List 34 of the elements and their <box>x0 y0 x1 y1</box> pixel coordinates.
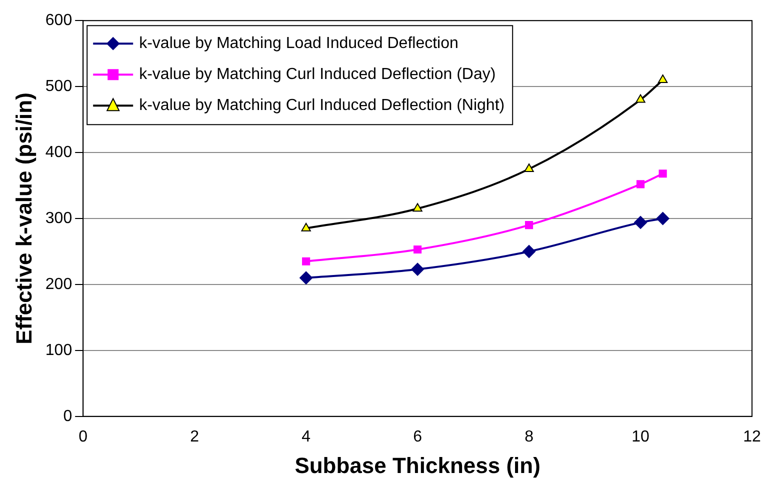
legend-label: k-value by Matching Curl Induced Deflection (Night) <box>139 97 505 114</box>
point <box>522 244 536 258</box>
y-tick-label: 600 <box>45 12 72 30</box>
x-axis-title: Subbase Thickness (in) <box>294 452 540 478</box>
y-tick-label: 300 <box>45 210 72 227</box>
y-tick-label: 500 <box>45 78 72 95</box>
y-tick-label: 400 <box>45 144 72 161</box>
point <box>524 221 534 230</box>
point <box>412 203 422 212</box>
x-tick-label: 4 <box>302 428 311 446</box>
point <box>300 271 313 284</box>
y-tick-label: 200 <box>45 276 72 293</box>
point <box>301 222 311 232</box>
point <box>524 164 534 172</box>
point <box>636 180 645 188</box>
x-tick-label: 0 <box>78 428 88 446</box>
legend-label: k-value by Matching Load Induced Deflection <box>139 35 458 52</box>
point <box>656 212 670 225</box>
y-tick-label: 0 <box>63 408 72 425</box>
point <box>634 216 648 229</box>
x-tick-label: 12 <box>743 428 761 446</box>
x-tick-label: 2 <box>190 428 200 446</box>
point <box>302 257 310 266</box>
x-tick-label: 6 <box>413 428 422 446</box>
point <box>411 262 424 276</box>
point <box>658 74 668 83</box>
point <box>636 94 646 103</box>
x-tick-label: 8 <box>524 428 534 446</box>
x-tick-label: 10 <box>632 428 650 446</box>
legend-label: k-value by Matching Curl Induced Deflection (Day) <box>139 66 496 84</box>
y-tick-label: 100 <box>45 342 72 359</box>
y-axis-title: Effective k-value (psi/in) <box>11 92 36 344</box>
point <box>658 170 667 178</box>
point <box>414 245 422 254</box>
